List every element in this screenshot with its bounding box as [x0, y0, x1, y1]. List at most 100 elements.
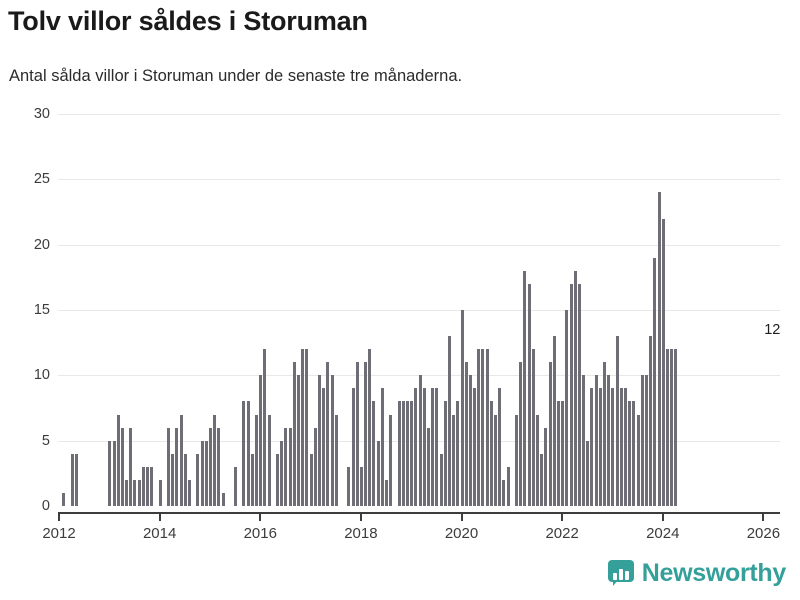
bar	[573, 270, 577, 506]
bar	[435, 388, 439, 506]
bar	[401, 401, 405, 506]
bar	[561, 401, 565, 506]
bar	[305, 349, 309, 506]
x-tick	[259, 514, 262, 521]
gridline-25	[58, 179, 780, 181]
bar	[292, 362, 296, 506]
bar	[615, 336, 619, 506]
bar	[313, 427, 317, 506]
bar	[221, 492, 225, 506]
bar	[473, 388, 477, 506]
bar	[296, 375, 300, 506]
bar	[594, 375, 598, 506]
bar	[133, 479, 137, 506]
bar	[255, 414, 259, 506]
x-tick	[661, 514, 664, 521]
bar	[368, 349, 372, 506]
bar	[322, 388, 326, 506]
bar	[372, 401, 376, 506]
bar	[187, 479, 191, 506]
bar	[150, 466, 154, 506]
bar	[632, 401, 636, 506]
bar	[330, 375, 334, 506]
bar	[62, 492, 66, 506]
bar	[640, 375, 644, 506]
bar	[523, 270, 527, 506]
logo-wordmark: Newsworthy	[641, 559, 787, 587]
y-tick-label: 0	[41, 498, 50, 514]
y-tick-label: 20	[33, 236, 50, 253]
bar	[250, 453, 254, 506]
bar	[355, 362, 359, 506]
bar	[540, 453, 544, 506]
bar	[242, 401, 246, 506]
bar	[213, 414, 217, 506]
bar	[494, 414, 498, 506]
bar	[380, 388, 384, 506]
bar	[217, 427, 221, 506]
bar	[204, 440, 208, 506]
bar	[284, 427, 288, 506]
bar	[406, 401, 409, 506]
bar	[334, 414, 338, 506]
bar	[477, 349, 481, 506]
x-tick-label: 2018	[344, 525, 378, 542]
x-tick	[460, 514, 463, 521]
bar	[552, 336, 556, 506]
bar	[267, 414, 271, 506]
x-axis-line	[58, 512, 780, 514]
bar	[183, 453, 187, 506]
bar	[351, 388, 355, 506]
bar	[644, 375, 648, 506]
x-tick-label: 2020	[444, 525, 479, 542]
bar	[464, 362, 468, 506]
bar	[112, 440, 116, 506]
bar	[531, 349, 535, 506]
y-tick-label: 25	[33, 171, 50, 188]
y-tick-label: 30	[33, 106, 50, 122]
bar	[309, 453, 313, 506]
bar	[359, 466, 363, 506]
y-tick-label: 10	[33, 367, 50, 384]
x-tick-label: 2016	[243, 525, 277, 542]
bar	[456, 401, 460, 506]
bar	[364, 362, 368, 506]
bar	[569, 283, 573, 506]
bar	[619, 388, 623, 506]
bar	[661, 218, 665, 506]
bar	[447, 336, 451, 506]
bar	[129, 427, 133, 506]
bar	[577, 283, 581, 506]
bar	[414, 388, 418, 506]
bar	[628, 401, 632, 506]
bar	[208, 427, 212, 506]
bar	[649, 336, 653, 506]
bar	[481, 349, 485, 506]
bar	[116, 414, 120, 506]
newsworthy-logo[interactable]: Newsworthy	[607, 559, 787, 587]
x-tick-label: 2026	[746, 525, 781, 542]
bar	[347, 466, 351, 506]
bar	[125, 479, 129, 506]
page-title: Tolv villor såldes i Storuman	[8, 6, 368, 36]
bar	[234, 466, 238, 506]
x-tick	[561, 514, 564, 521]
x-tick-label: 2024	[646, 525, 680, 542]
bar	[674, 349, 678, 506]
highlight-value-label: 12	[764, 322, 781, 339]
bar	[598, 388, 602, 506]
x-tick	[762, 514, 765, 521]
bar	[506, 466, 510, 506]
bar	[582, 375, 586, 506]
bar	[535, 414, 539, 506]
gridline-20	[58, 244, 780, 246]
bar	[326, 362, 330, 506]
bar	[70, 453, 74, 506]
x-tick-label: 2012	[42, 525, 76, 542]
bar	[548, 362, 552, 506]
bar	[670, 349, 674, 506]
bar	[556, 401, 560, 506]
bar	[246, 401, 250, 506]
bar	[385, 479, 389, 506]
